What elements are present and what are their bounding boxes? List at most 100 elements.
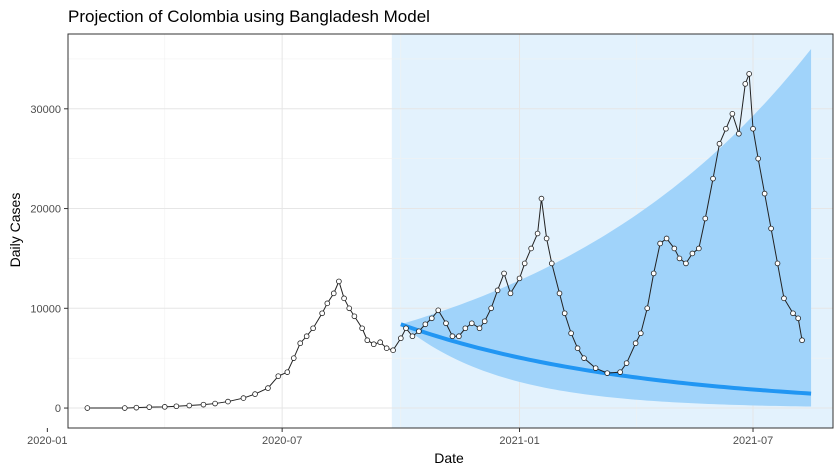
series-line — [87, 73, 803, 409]
data-point — [548, 260, 555, 267]
data-point — [534, 230, 541, 237]
data-point — [265, 385, 271, 391]
data-point — [538, 195, 545, 202]
data-point — [443, 320, 449, 327]
data-point — [528, 245, 534, 252]
data-point — [359, 325, 365, 332]
data-point — [799, 337, 805, 344]
data-point — [543, 235, 550, 242]
data-point — [716, 140, 723, 147]
data-point — [330, 290, 337, 297]
data-point — [346, 305, 353, 312]
data-point — [336, 278, 342, 285]
data-point — [774, 260, 781, 267]
data-point — [422, 321, 429, 328]
data-point — [416, 328, 422, 335]
data-point — [623, 360, 630, 366]
y-axis-label: Daily Cases — [7, 193, 23, 268]
data-point — [476, 325, 483, 332]
data-point — [275, 373, 282, 379]
data-point — [644, 305, 651, 312]
data-point — [240, 395, 247, 401]
data-point — [303, 333, 310, 340]
data-point — [632, 340, 639, 347]
x-tick-label: 2020-07 — [262, 435, 302, 447]
data-point — [729, 110, 736, 117]
data-point — [252, 391, 258, 397]
data-point — [516, 275, 523, 282]
x-tick-label: 2021-01 — [499, 435, 539, 447]
data-point — [795, 315, 801, 322]
data-point — [710, 175, 716, 182]
data-point — [133, 404, 140, 411]
y-tick-label: 20000 — [30, 204, 61, 216]
data-point — [494, 287, 501, 294]
y-tick-label: 10000 — [30, 303, 61, 315]
data-point — [341, 295, 347, 302]
data-point — [284, 369, 291, 375]
data-point — [428, 315, 435, 322]
data-point — [173, 403, 180, 410]
data-point — [449, 333, 456, 340]
data-point — [364, 337, 371, 344]
data-point — [383, 345, 390, 352]
data-point — [676, 255, 683, 262]
data-point — [290, 355, 297, 361]
data-point — [604, 370, 611, 376]
data-point — [225, 398, 231, 405]
data-point — [683, 260, 689, 267]
data-point — [351, 313, 358, 320]
data-point — [696, 245, 702, 252]
data-point — [462, 325, 469, 332]
data-point — [390, 347, 396, 353]
data-point — [121, 405, 128, 411]
data-point — [146, 404, 153, 410]
data-point — [212, 400, 218, 407]
data-point — [592, 365, 599, 371]
data-point — [501, 270, 507, 277]
data-point — [723, 125, 729, 132]
y-tick-label: 0 — [55, 403, 61, 415]
x-tick-label: 2021-07 — [733, 435, 773, 447]
data-point — [689, 250, 696, 257]
data-point — [702, 215, 709, 222]
data-point — [671, 245, 678, 252]
data-point — [84, 405, 91, 411]
data-point — [186, 402, 193, 409]
data-point — [456, 333, 462, 340]
x-tick-label: 2020-01 — [27, 435, 67, 447]
data-point — [663, 235, 670, 242]
data-point — [521, 260, 528, 267]
x-axis-label: Date — [434, 450, 464, 466]
data-point — [409, 333, 416, 340]
data-point — [561, 310, 568, 317]
data-point — [768, 225, 774, 232]
data-point — [507, 290, 514, 297]
data-point — [755, 155, 761, 162]
y-axis: 0 10000 20000 30000 — [30, 104, 68, 415]
data-point — [790, 310, 796, 317]
projection-band — [400, 48, 812, 407]
data-point — [657, 240, 663, 247]
data-point — [750, 125, 756, 132]
data-point — [556, 290, 563, 297]
data-point — [161, 404, 168, 410]
data-point — [781, 295, 787, 302]
data-point — [310, 325, 316, 332]
data-point — [574, 345, 581, 352]
data-point — [324, 300, 331, 307]
data-point — [377, 339, 383, 346]
data-point — [761, 190, 768, 197]
data-point — [650, 270, 657, 277]
data-point — [200, 401, 207, 408]
data-point — [481, 318, 488, 325]
data-point — [319, 310, 325, 317]
y-tick-label: 30000 — [30, 104, 61, 116]
data-point — [742, 81, 749, 87]
x-axis: 2020-01 2020-07 2021-01 2021-07 — [27, 428, 773, 447]
data-point — [736, 130, 742, 137]
data-point — [568, 330, 574, 337]
chart-title: Projection of Colombia using Bangladesh … — [68, 7, 430, 26]
data-point — [297, 340, 304, 347]
